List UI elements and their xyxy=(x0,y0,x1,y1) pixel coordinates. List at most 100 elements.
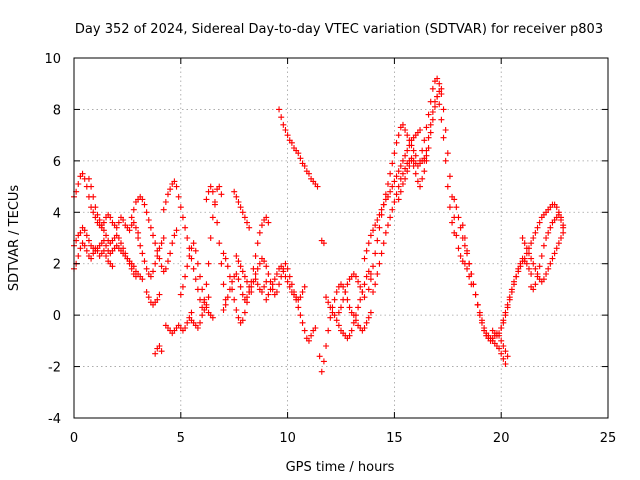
data-point xyxy=(429,109,436,115)
data-point xyxy=(417,127,424,133)
data-point xyxy=(98,222,105,229)
data-point xyxy=(478,319,485,326)
data-point xyxy=(254,240,261,247)
data-point xyxy=(276,281,283,288)
data-point xyxy=(500,355,507,362)
data-point xyxy=(350,319,357,326)
data-point xyxy=(233,271,240,277)
data-point xyxy=(120,217,127,223)
data-point xyxy=(117,240,124,247)
data-point xyxy=(513,273,520,280)
data-point xyxy=(466,260,473,267)
data-point xyxy=(233,193,240,200)
data-point xyxy=(267,286,274,293)
data-point xyxy=(536,263,543,270)
data-point xyxy=(429,85,436,92)
data-point xyxy=(233,307,240,313)
data-point xyxy=(184,319,191,326)
data-point xyxy=(414,178,421,185)
data-point xyxy=(320,358,327,365)
series-arc-30 xyxy=(421,93,458,236)
data-point xyxy=(115,219,122,226)
data-point xyxy=(284,278,291,285)
data-point xyxy=(318,368,325,375)
series-arc-32 xyxy=(459,222,511,360)
data-point xyxy=(423,152,430,159)
data-point xyxy=(438,91,445,97)
x-tick-label: 10 xyxy=(279,431,296,446)
series-arc-1 xyxy=(71,170,142,236)
data-point xyxy=(261,283,268,290)
x-axis-label: GPS time / hours xyxy=(286,460,395,475)
data-point xyxy=(534,273,541,280)
data-point xyxy=(442,127,449,133)
data-point xyxy=(417,183,424,190)
data-points xyxy=(71,75,567,375)
data-point xyxy=(252,271,259,277)
data-point xyxy=(438,85,445,92)
data-point xyxy=(402,127,409,133)
data-point xyxy=(427,121,434,128)
data-point xyxy=(367,276,374,283)
data-point xyxy=(188,245,195,252)
data-point xyxy=(254,281,261,288)
x-tick-label: 25 xyxy=(600,431,617,446)
data-point xyxy=(184,235,191,241)
data-point xyxy=(500,343,507,349)
data-point xyxy=(75,253,82,259)
data-point xyxy=(301,327,308,334)
data-point xyxy=(301,163,308,169)
x-tick-label: 20 xyxy=(493,431,510,446)
data-point xyxy=(384,222,391,229)
data-point xyxy=(130,219,137,226)
data-point xyxy=(269,281,276,288)
data-point xyxy=(246,224,253,231)
data-point xyxy=(547,260,554,267)
data-point xyxy=(530,260,537,267)
data-point xyxy=(145,294,152,301)
data-point xyxy=(209,314,216,321)
data-point xyxy=(150,268,157,275)
data-point xyxy=(342,289,349,295)
data-point xyxy=(239,317,246,324)
data-point xyxy=(182,273,189,280)
x-tick-labels: 0 5 10 15 20 25 xyxy=(70,431,616,446)
data-point xyxy=(258,222,265,229)
data-point xyxy=(233,253,240,259)
data-point xyxy=(361,281,368,288)
data-point xyxy=(254,265,261,272)
y-tick-label: 6 xyxy=(53,155,61,170)
data-point xyxy=(109,263,116,270)
data-point xyxy=(295,304,302,311)
series-arc-8 xyxy=(152,343,165,357)
data-point xyxy=(224,263,231,270)
data-point xyxy=(252,276,259,283)
data-point xyxy=(154,253,161,259)
data-point xyxy=(558,217,565,223)
series-arc-19 xyxy=(263,263,308,303)
series-arc-35 xyxy=(519,229,567,285)
data-point xyxy=(532,229,539,236)
data-point xyxy=(152,350,159,357)
data-point xyxy=(376,211,383,218)
data-point xyxy=(453,204,460,211)
data-point xyxy=(404,132,411,139)
data-point xyxy=(408,157,415,164)
data-point xyxy=(481,327,488,334)
data-point xyxy=(498,325,505,331)
data-point xyxy=(179,283,186,290)
data-point xyxy=(305,170,312,177)
data-point xyxy=(384,181,391,187)
series-arc-28 xyxy=(395,85,445,203)
y-tick-labels: -4 -2 0 2 4 6 8 10 xyxy=(44,52,61,427)
data-point xyxy=(169,240,176,247)
data-point xyxy=(235,314,242,321)
data-point xyxy=(412,170,419,177)
data-point xyxy=(205,260,212,267)
data-point xyxy=(374,237,381,244)
data-point xyxy=(128,265,135,272)
data-point xyxy=(523,260,530,267)
data-point xyxy=(395,132,402,139)
data-point xyxy=(532,281,539,288)
